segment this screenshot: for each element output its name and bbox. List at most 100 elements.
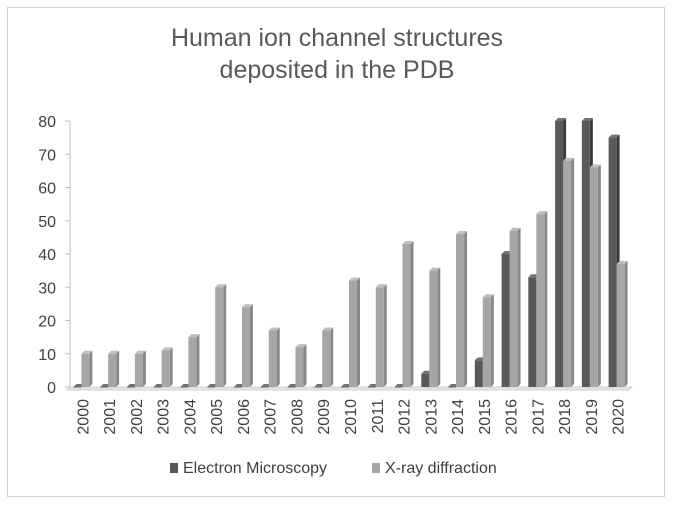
x-tick-label: 2008 — [289, 399, 306, 435]
bar-xray-diffraction-side — [116, 350, 120, 387]
bar-electron-microscopy-top — [581, 118, 593, 121]
bar-electron-microscopy — [314, 387, 323, 388]
bar-xray-diffraction-side — [303, 344, 307, 387]
x-tick-label: 2007 — [263, 399, 280, 435]
x-tick-label: 2004 — [182, 399, 199, 435]
y-tick-label: 40 — [38, 247, 56, 264]
x-tick-label: 2011 — [370, 399, 387, 434]
x-tick-label: 2010 — [343, 399, 360, 435]
bar-xray-diffraction — [375, 287, 384, 387]
bar-xray-diffraction-top — [375, 284, 387, 288]
legend-label-electron-microscopy: Electron Microscopy — [183, 460, 327, 477]
x-tick-label: 2012 — [397, 399, 414, 435]
bar-xray-diffraction-top — [349, 277, 360, 281]
bar-xray-diffraction-top — [509, 227, 521, 231]
bar-xray-diffraction-side — [410, 241, 414, 387]
bar-xray-diffraction-top — [81, 350, 93, 354]
bar-xray-diffraction-side — [330, 327, 334, 387]
bar-electron-microscopy — [100, 387, 109, 388]
chart-title: Human ion channel structures deposited i… — [0, 22, 674, 86]
bar-xray-diffraction-side — [223, 284, 227, 387]
bar-xray-diffraction-side — [89, 350, 93, 387]
y-tick-label: 60 — [38, 181, 56, 198]
bar-xray-diffraction-top — [268, 327, 280, 331]
y-tick-label: 50 — [38, 214, 56, 231]
bar-xray-diffraction-side — [142, 350, 146, 387]
x-tick-label: 2013 — [423, 399, 440, 435]
bar-xray-diffraction-top — [215, 284, 227, 288]
x-tick-label: 2006 — [236, 399, 253, 435]
bar-xray-diffraction — [616, 263, 625, 387]
bar-xray-diffraction-top — [402, 241, 414, 245]
x-tick-label: 2002 — [129, 399, 146, 435]
bar-electron-microscopy-top — [555, 118, 567, 121]
bar-xray-diffraction-top — [134, 350, 146, 354]
bar-xray-diffraction — [268, 330, 277, 387]
y-tick-label: 20 — [38, 314, 56, 331]
y-tick-label: 30 — [38, 280, 56, 297]
bar-xray-diffraction — [295, 347, 304, 387]
bar-electron-microscopy — [207, 387, 216, 388]
bar-xray-diffraction — [215, 287, 224, 387]
legend-swatch-electron-microscopy — [170, 463, 178, 473]
bar-xray-diffraction — [402, 244, 411, 387]
x-tick-label: 2020 — [611, 399, 628, 435]
bar-electron-microscopy — [501, 254, 510, 387]
bar-xray-diffraction-top — [108, 350, 120, 354]
chart-title-line-2: deposited in the PDB — [219, 56, 455, 84]
bar-xray-diffraction — [349, 280, 357, 387]
bar-electron-microscopy — [421, 373, 430, 387]
bar-xray-diffraction-side — [437, 267, 441, 387]
x-tick-label: 2001 — [102, 399, 119, 435]
bar-xray-diffraction — [188, 337, 197, 387]
bar-electron-microscopy — [448, 387, 457, 388]
bar-electron-microscopy — [287, 387, 296, 388]
y-tick-label: 70 — [38, 147, 56, 164]
bar-xray-diffraction-side — [490, 294, 494, 387]
bar-xray-diffraction-side — [464, 231, 468, 387]
legend-swatch-xray-diffraction — [372, 463, 380, 473]
x-tick-label: 2000 — [75, 399, 92, 435]
bar-xray-diffraction — [536, 214, 545, 387]
x-tick-label: 2009 — [316, 399, 333, 435]
bar-electron-microscopy — [608, 137, 617, 387]
bar-xray-diffraction — [108, 353, 117, 387]
bar-electron-microscopy — [73, 387, 82, 388]
bar-xray-diffraction — [429, 270, 438, 387]
bar-xray-diffraction-side — [357, 277, 360, 387]
bar-xray-diffraction-top — [295, 344, 307, 348]
bar-xray-diffraction-top — [188, 334, 200, 338]
bar-electron-microscopy — [367, 387, 376, 388]
bar-xray-diffraction-side — [571, 157, 575, 387]
bar-electron-microscopy — [180, 387, 189, 388]
bar-xray-diffraction — [563, 160, 572, 387]
bar-xray-diffraction-side — [544, 211, 548, 387]
bar-xray-diffraction-side — [624, 260, 628, 387]
bar-xray-diffraction-side — [196, 334, 200, 387]
bar-electron-microscopy — [555, 121, 564, 387]
bar-electron-microscopy — [341, 387, 349, 388]
x-axis-floor — [66, 386, 633, 391]
bar-xray-diffraction — [161, 350, 170, 387]
bar-xray-diffraction-top — [322, 327, 334, 331]
bar-xray-diffraction-side — [517, 227, 521, 387]
bar-xray-diffraction — [482, 297, 491, 387]
bar-xray-diffraction — [322, 330, 331, 387]
bar-electron-microscopy — [233, 387, 242, 388]
bar-xray-diffraction-side — [383, 284, 387, 387]
bar-electron-microscopy — [474, 360, 483, 387]
bar-electron-microscopy — [394, 387, 403, 388]
y-tick-label: 80 — [38, 114, 56, 131]
legend-label-xray-diffraction: X-ray diffraction — [385, 460, 497, 477]
y-tick-label: 0 — [47, 380, 56, 397]
bar-xray-diffraction-top — [589, 164, 601, 168]
bar-xray-diffraction — [509, 230, 518, 387]
bar-xray-diffraction — [81, 353, 90, 387]
bar-xray-diffraction-top — [482, 294, 494, 298]
x-tick-label: 2017 — [530, 399, 547, 435]
bar-electron-microscopy — [126, 387, 135, 388]
x-tick-label: 2018 — [557, 399, 574, 435]
x-tick-label: 2016 — [504, 399, 521, 435]
bar-electron-microscopy — [581, 121, 590, 387]
